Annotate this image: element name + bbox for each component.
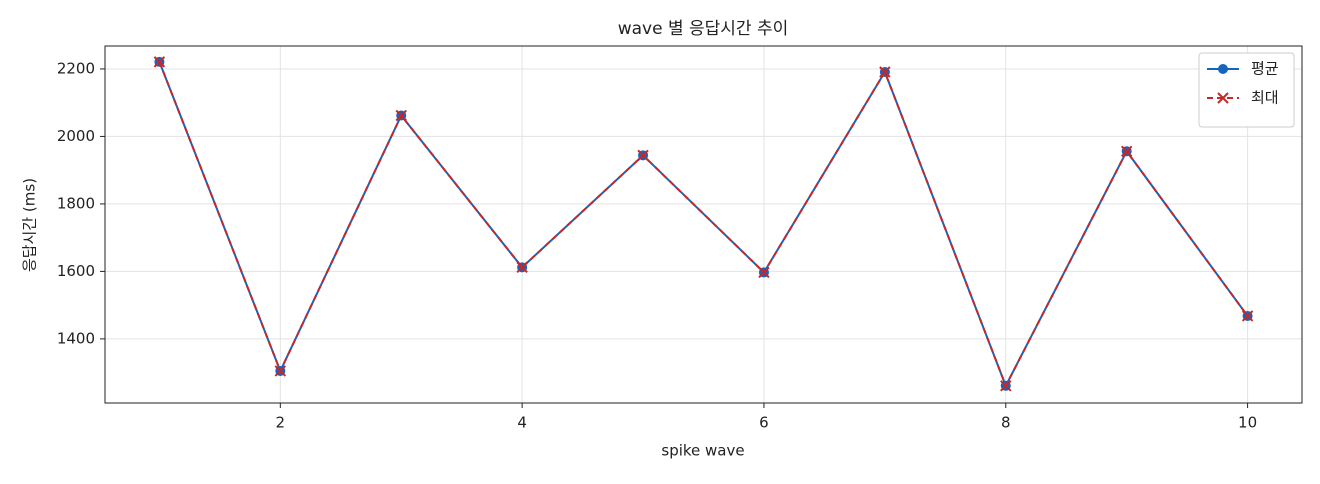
y-axis-label: 응답시간 (ms) (21, 178, 39, 272)
x-tick-label: 8 (1001, 414, 1011, 432)
legend-label: 최대 (1251, 89, 1279, 107)
marker (153, 56, 166, 68)
plot (153, 56, 1254, 392)
marker (1000, 380, 1012, 392)
x-tick-label: 6 (759, 414, 769, 432)
grid (105, 46, 1302, 403)
marker (1241, 310, 1254, 322)
marker (1218, 64, 1228, 74)
plot-frame (104, 45, 1303, 404)
marker (637, 149, 649, 162)
y-tick-label: 1400 (57, 329, 95, 347)
y-tick-label: 1600 (57, 262, 95, 280)
y-tick-label: 1800 (57, 194, 95, 212)
x-tick-label: 10 (1238, 414, 1257, 432)
legend-box (1198, 52, 1295, 128)
y-tick-label: 2200 (57, 59, 95, 77)
marker (1120, 145, 1133, 157)
marker (274, 365, 287, 377)
x-tick-label: 2 (276, 414, 286, 432)
series-line (158, 61, 1249, 389)
chart-title: wave 별 응답시간 추이 (618, 19, 789, 39)
marker (516, 261, 528, 274)
y-tick-label: 2000 (57, 127, 95, 145)
x-axis-label: spike wave (661, 442, 744, 460)
marker (879, 66, 891, 78)
x-tick-label: 4 (517, 414, 527, 432)
marker (758, 266, 770, 279)
marker (1217, 92, 1229, 104)
marker (395, 109, 407, 122)
legend-label: 평균 (1251, 60, 1279, 78)
